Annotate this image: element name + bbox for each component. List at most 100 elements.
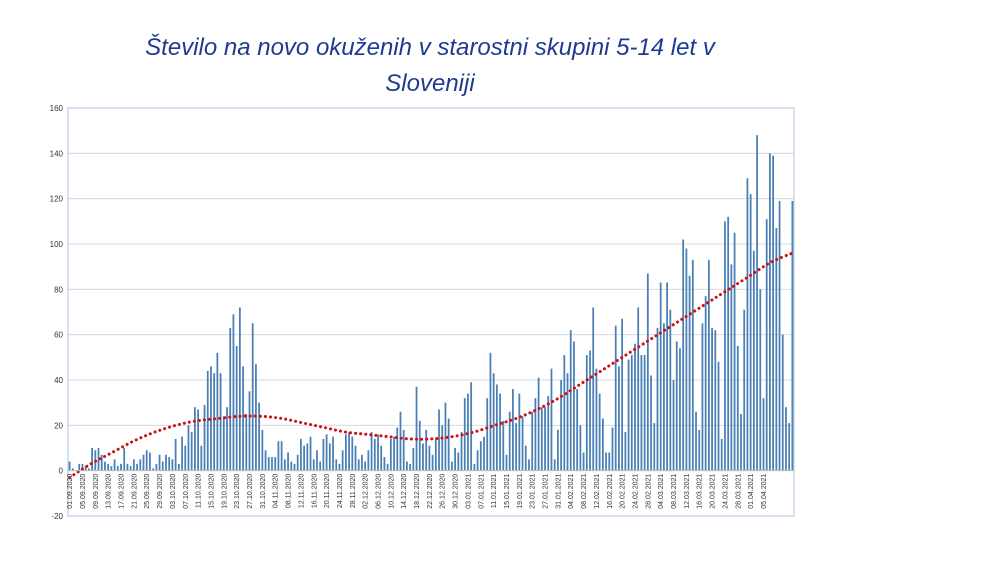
bar [769,153,771,471]
bar [396,427,399,471]
bar [486,398,489,471]
bar [534,398,537,471]
bar [97,448,100,471]
bar [300,438,302,471]
y-tick-label: 120 [50,195,64,204]
bar [515,423,518,471]
bar [675,341,678,471]
bar [104,461,106,471]
bar [454,448,456,471]
x-tick-label: 18.12.2020 [414,474,421,509]
bar [688,275,691,471]
bar [235,346,238,471]
bar [332,436,334,471]
x-tick-label: 28.11.2020 [350,474,357,509]
bar [544,407,546,471]
bar [377,434,379,471]
x-tick-label: 31.01.2021 [555,474,562,509]
bar [505,454,508,471]
x-tick-label: 31.10.2020 [260,474,267,509]
bar [380,445,383,471]
bar [479,441,482,471]
bar [470,382,473,471]
bar [370,432,373,471]
x-tick-label: 08.11.2020 [286,474,293,509]
bar [219,373,222,471]
bar [752,250,755,471]
bar [306,443,309,471]
bar [492,373,495,471]
chart-title-line2: Sloveniji [385,70,475,97]
x-tick-label: 04.11.2020 [273,474,280,509]
chart-title: Število na novo okuženih v starostni sku… [110,30,750,102]
bar [293,463,296,471]
x-tick-label: 11.01.2021 [491,474,498,509]
bar [489,352,492,471]
x-tick-label: 16.03.2021 [697,474,704,509]
bar [155,463,158,471]
bar [521,416,524,471]
x-tick-label: 26.12.2020 [440,474,447,509]
bar [335,459,338,471]
chart-title-line1: Število na novo okuženih v starostni sku… [145,34,715,61]
x-tick-label: 16.02.2021 [607,474,614,509]
bar [714,330,717,471]
bar [785,407,787,471]
bar [110,466,113,471]
bar [136,463,138,471]
x-tick-label: 13.09.2020 [106,474,113,509]
bar [441,425,444,471]
bar [547,395,550,471]
bar [528,459,530,471]
x-tick-label: 24.03.2021 [722,474,729,509]
bar [473,463,476,471]
bar [457,452,460,471]
x-tick-label: 24.02.2021 [632,474,639,509]
bar [409,463,412,471]
bar [100,454,103,471]
x-tick-label: 25.09.2020 [144,474,151,509]
y-tick-label: 40 [54,376,63,385]
x-tick-label: 07.01.2021 [478,474,485,509]
x-tick-label: 17.09.2020 [119,474,126,509]
bar [248,391,251,471]
y-tick-label: 20 [54,421,63,430]
x-tick-label: 01.09.2020 [67,474,74,509]
bar [743,309,746,471]
bar [277,441,280,471]
bar [582,452,585,471]
bar [348,432,350,471]
bar [553,459,556,471]
x-tick-label: 19.10.2020 [221,474,228,509]
bar [672,380,675,471]
bar [637,307,640,471]
bar [161,461,164,471]
y-tick-label: 160 [50,104,64,113]
bar [531,411,534,471]
bar [650,375,652,471]
bar [383,457,386,471]
x-tick-label: 01.04.2021 [748,474,755,509]
bar [187,425,190,471]
bar [158,454,161,471]
x-tick-label: 09.09.2020 [93,474,100,509]
bar [316,450,318,471]
bar [267,457,270,471]
bar [627,359,630,471]
bar [495,384,498,471]
bar [775,228,778,471]
bar [296,454,299,471]
trendline [68,251,794,479]
x-tick-label: 14.12.2020 [401,474,408,509]
bar [129,466,132,471]
bar [142,454,145,471]
x-tick-label: 28.03.2021 [735,474,742,509]
trendline-path [68,251,794,479]
x-tick-label: 08.03.2021 [671,474,678,509]
bar [438,409,440,471]
bar [216,352,219,471]
bar [203,404,206,471]
bar [68,461,71,471]
x-tick-label: 27.01.2021 [543,474,550,509]
